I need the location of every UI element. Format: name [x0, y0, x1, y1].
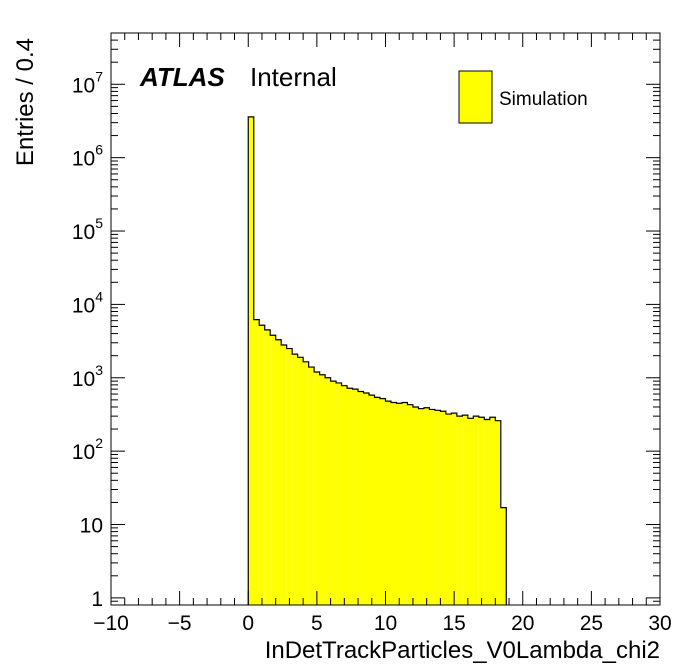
histogram-layer: [247, 116, 507, 605]
histogram-bar: [314, 371, 320, 605]
histogram-bar: [374, 397, 381, 605]
experiment-label: ATLAS: [139, 62, 225, 92]
x-tick-label: 25: [580, 612, 603, 635]
status-label: Internal: [250, 62, 337, 92]
histogram-bar: [434, 410, 441, 605]
histogram-bar: [363, 393, 370, 605]
histogram-bar: [286, 348, 293, 605]
histogram-bar: [292, 354, 298, 605]
histogram-bar: [369, 395, 375, 605]
x-tick-label: 20: [511, 612, 534, 635]
histogram-bar: [341, 385, 348, 605]
histogram-bar: [385, 401, 391, 605]
histogram-bar: [390, 402, 397, 605]
legend-label: Simulation: [499, 89, 588, 110]
y-axis-ticks: [111, 32, 660, 606]
x-tick-label: 5: [311, 612, 323, 635]
histogram-bar: [407, 404, 413, 605]
x-tick-label: −10: [93, 612, 129, 635]
histogram-outline: [247, 116, 507, 605]
x-tick-label: 10: [374, 612, 397, 635]
histogram-bar: [352, 389, 359, 605]
x-axis-ticks: [110, 33, 661, 605]
x-tick-label: 30: [648, 612, 671, 635]
histogram-bar: [445, 414, 452, 605]
histogram-bar: [358, 391, 364, 605]
histogram-bar: [325, 377, 331, 605]
y-tick-label: 10: [80, 515, 103, 538]
histogram-bar: [259, 325, 265, 605]
histogram-bar: [418, 408, 424, 605]
y-tick-label: 1: [91, 588, 103, 611]
histogram-bar: [484, 419, 490, 605]
histogram-bar: [462, 415, 468, 605]
histogram-bar: [456, 416, 463, 605]
legend: Simulation: [458, 70, 588, 124]
histogram-bar: [281, 344, 287, 605]
x-tick-label: 15: [442, 612, 465, 635]
histogram-bar: [330, 381, 337, 605]
histogram-bar: [380, 398, 386, 605]
histogram-bar: [412, 406, 419, 605]
histogram-bar: [489, 417, 496, 605]
histogram-bar: [270, 335, 276, 605]
histogram-bar: [303, 361, 309, 605]
histogram-bar: [253, 319, 260, 605]
histogram-bar: [347, 388, 353, 605]
y-axis-title: Entries / 0.4: [12, 38, 39, 166]
legend-swatch: [458, 70, 493, 124]
histogram-bar: [401, 402, 408, 605]
x-tick-label: 0: [242, 612, 254, 635]
histogram-bar: [500, 507, 507, 605]
histogram-bar: [319, 374, 326, 605]
x-axis-title: InDetTrackParticles_V0Lambda_chi2: [265, 637, 660, 664]
x-tick-label: −5: [168, 612, 192, 635]
histogram-bar: [495, 420, 501, 605]
histogram-bar: [440, 411, 446, 605]
histogram-bar: [297, 357, 304, 605]
histogram-bar: [467, 418, 474, 605]
histogram-bar: [478, 417, 485, 605]
histogram-bar: [264, 329, 271, 605]
histogram-bar: [275, 339, 282, 605]
histogram-bar: [423, 407, 430, 605]
histogram-bar: [248, 116, 254, 605]
histogram-bar: [473, 416, 479, 605]
histogram-bar: [336, 382, 342, 605]
histogram-bar: [396, 403, 402, 605]
histogram-bar: [429, 409, 435, 605]
x-axis-tick-labels: −10 −5 0 5 10 15 20 25 30: [93, 612, 671, 635]
histogram-bar: [308, 367, 315, 605]
histogram-bar: [451, 413, 457, 605]
